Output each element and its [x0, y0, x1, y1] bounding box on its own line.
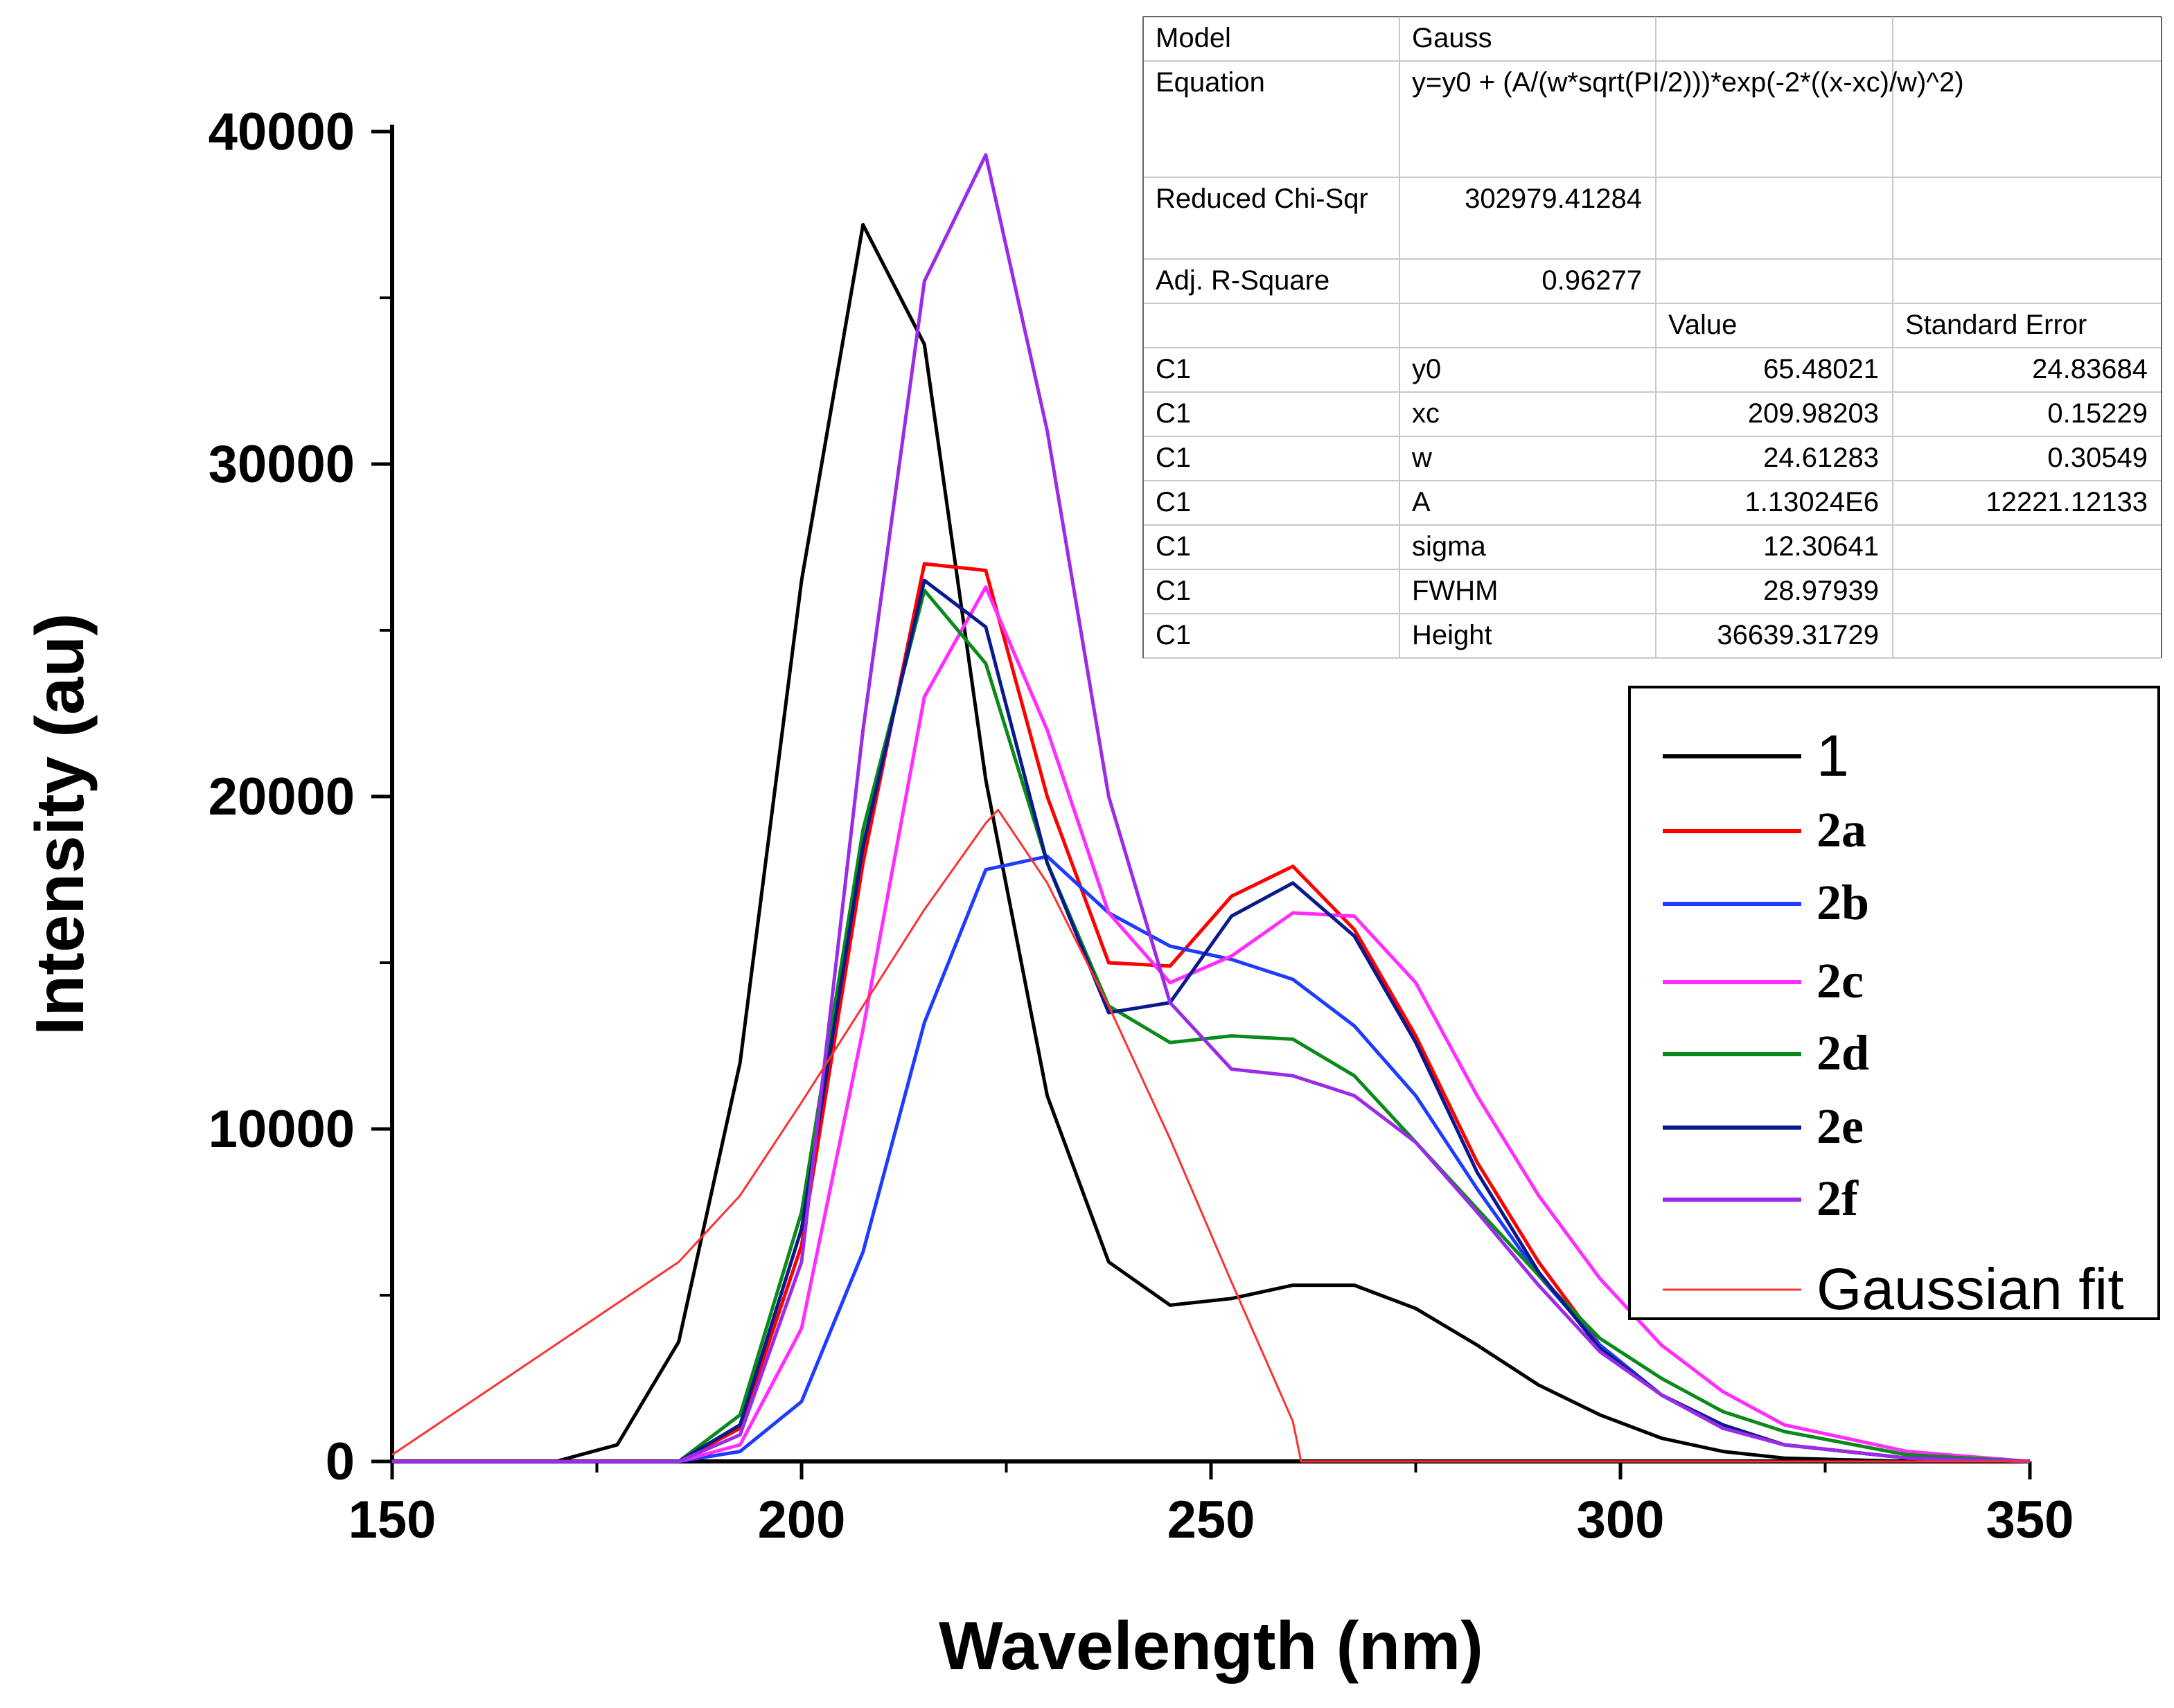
table-cell: 12221.12133 [1986, 487, 2148, 517]
table-cell: 65.48021 [1763, 354, 1879, 384]
legend-label: 2a [1817, 802, 1866, 857]
x-tick-label: 350 [1986, 1491, 2074, 1549]
fit-results-table: Model Gauss Equation y=y0 + (A/(w*sqrt(PI/2… [1142, 16, 2162, 659]
legend-label: 2f [1817, 1171, 1859, 1226]
series-layer [391, 153, 2031, 1464]
table-cell: C1 [1156, 487, 1191, 517]
legend-label: 2b [1817, 875, 1869, 930]
series-line-1 [392, 222, 2030, 1464]
table-cell: C1 [1156, 443, 1191, 473]
table-cell: 1.13024E6 [1744, 487, 1879, 517]
table-cell: Reduced Chi-Sqr [1156, 184, 1368, 214]
table-cell: 0.96277 [1541, 265, 1642, 296]
x-axis-title: Wavelength (nm) [939, 1608, 1483, 1684]
table-cell: Equation [1156, 67, 1265, 98]
table-cell: 36639.31729 [1717, 620, 1879, 650]
y-tick-label: 40000 [209, 103, 355, 161]
table-cell: A [1412, 487, 1431, 517]
table-cell: y0 [1412, 354, 1441, 384]
series-line-2d [392, 588, 2031, 1464]
plot-area: 150 200 250 300 350 0 10000 20000 30000 40000 [209, 103, 2074, 1549]
table-cell: xc [1412, 398, 1440, 429]
table-cell: Value [1668, 310, 1737, 340]
legend-label: 2d [1817, 1025, 1869, 1080]
table-cell: Gauss [1412, 23, 1492, 53]
y-tick-label: 20000 [209, 767, 355, 826]
x-tick-label: 200 [758, 1491, 846, 1549]
series-line-2c [392, 585, 2031, 1464]
table-cell: w [1411, 443, 1432, 473]
series-line-gaussian-fit [391, 808, 2030, 1463]
table-cell: FWHM [1412, 576, 1498, 606]
series-line-2f [392, 153, 2031, 1464]
x-tick-label: 300 [1577, 1491, 1665, 1549]
table-cell: C1 [1156, 354, 1191, 384]
legend-label: Gaussian fit [1817, 1256, 2124, 1322]
axis-ticks: 150 200 250 300 350 0 10000 20000 30000 40000 [209, 103, 2074, 1549]
table-cell: 209.98203 [1748, 398, 1879, 429]
legend-box [1628, 686, 2160, 1320]
table-cell: 302979.41284 [1465, 184, 1642, 214]
table-cell: C1 [1156, 620, 1191, 650]
table-cell: C1 [1156, 531, 1191, 562]
y-tick-label: 10000 [209, 1100, 355, 1159]
table-cell: Height [1412, 620, 1492, 650]
table-cell: C1 [1156, 576, 1191, 606]
table-cell: C1 [1156, 398, 1191, 429]
legend-label: 2c [1817, 953, 1864, 1008]
table-cell: 28.97939 [1763, 576, 1879, 606]
table-cell: 24.61283 [1763, 443, 1879, 473]
y-axis-title: Intensity (au) [21, 613, 98, 1035]
table-cell: 0.30549 [2047, 443, 2148, 473]
table-cell: 24.83684 [2032, 354, 2148, 384]
table-background [1143, 17, 2162, 658]
x-tick-label: 150 [348, 1491, 436, 1549]
table-cell: 12.30641 [1763, 531, 1879, 562]
table-cell: Adj. R-Square [1156, 265, 1329, 296]
y-tick-label: 30000 [209, 435, 355, 494]
table-cell: y=y0 + (A/(w*sqrt(PI/2)))*exp(-2*((x-xc)… [1412, 67, 1964, 98]
y-tick-label: 0 [326, 1432, 355, 1491]
x-tick-label: 250 [1167, 1491, 1255, 1549]
legend-label: 2e [1817, 1098, 1864, 1154]
legend: 1 2a 2b 2c 2d 2e 2f Gaussian fit [1628, 686, 2160, 1322]
table-cell: sigma [1412, 531, 1486, 562]
legend-label: 1 [1817, 723, 1849, 788]
table-cell: 0.15229 [2047, 398, 2148, 429]
table-cell: Standard Error [1905, 310, 2087, 340]
table-cell: Model [1156, 23, 1231, 53]
